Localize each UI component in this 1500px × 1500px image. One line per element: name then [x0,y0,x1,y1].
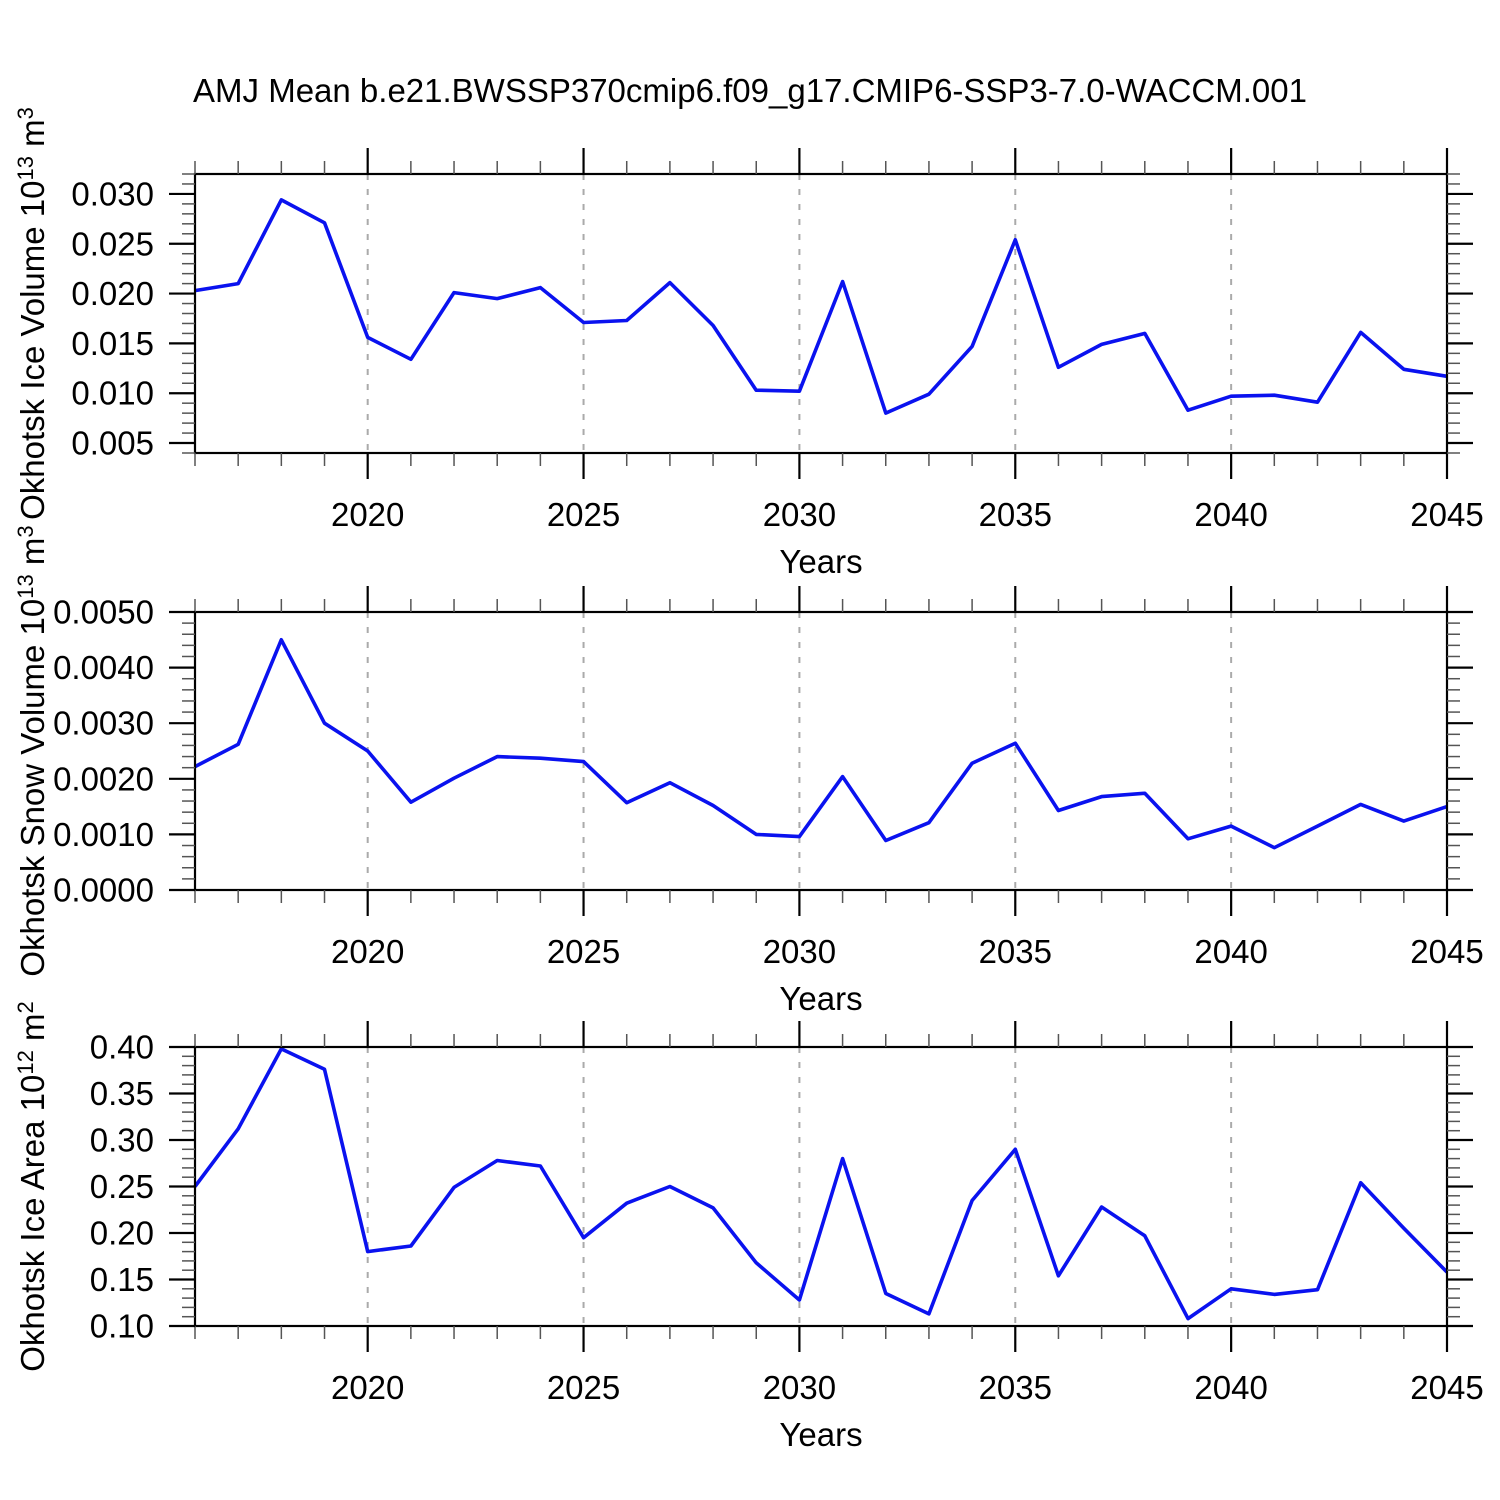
data-line-snow-volume [194,637,1448,850]
x-tick-label: 2030 [763,1369,836,1406]
x-tick-label: 2030 [763,933,836,970]
x-tick-label: 2040 [1194,933,1267,970]
y-tick-label: 0.0040 [53,649,154,686]
axis-box [193,610,1449,892]
y-axis-title: Okhotsk Ice Area 1012 m2 [13,1001,51,1372]
x-tick-label: 2025 [547,933,620,970]
y-tick-label: 0.010 [71,375,154,412]
panel-snow-volume: 0.0000 0.0010 0.0020 0.0030 0.0040 0.0050 2020… [13,525,1484,1017]
x-tick-label: 2045 [1410,1369,1483,1406]
x-tick-label: 2035 [979,933,1052,970]
x-tick-label: 2025 [547,496,620,533]
y-tick-label: 0.020 [71,275,154,312]
y-tick-label: 0.030 [71,175,154,212]
y-tick-label: 0.025 [71,225,154,262]
data-line-ice-area [193,1047,1449,1321]
y-tick-label: 0.40 [90,1029,154,1066]
x-tick-label: 2035 [979,1369,1052,1406]
y-tick-label: 0.0010 [53,816,154,853]
y-tick-label: 0.25 [90,1168,154,1205]
x-axis-title: Years [779,980,862,1017]
y-axis-title: Okhotsk Ice Volume 1013 m3 [13,107,51,520]
x-tick-label: 2020 [331,496,404,533]
x-tick-label: 2040 [1194,1369,1267,1406]
x-tick-label: 2025 [547,1369,620,1406]
x-tick-label: 2045 [1410,933,1483,970]
y-axis-title: Okhotsk Snow Volume 1013 m3 [13,525,51,976]
y-tick-label: 0.10 [90,1308,154,1345]
x-axis-title: Years [779,543,862,580]
x-tick-label: 2040 [1194,496,1267,533]
panel-ice-area: 0.10 0.15 0.20 0.25 0.30 0.35 0.40 2020 2025 2030… [13,1001,1484,1453]
y-tick-label: 0.0020 [53,760,154,797]
x-tick-label: 2030 [763,496,836,533]
y-tick-label: 0.015 [71,325,154,362]
x-tick-label: 2035 [979,496,1052,533]
y-tick-label: 0.0030 [53,705,154,742]
y-tick-label: 0.35 [90,1075,154,1112]
y-tick-label: 0.0000 [53,872,154,909]
axis-box [193,172,1449,455]
x-tick-label: 2020 [331,933,404,970]
panel-ice-volume: 0.005 0.010 0.015 0.020 0.025 0.030 2020 2025 20… [13,107,1484,580]
y-tick-label: 0.30 [90,1122,154,1159]
data-line-ice-volume [194,198,1448,415]
axis-box [193,1045,1449,1328]
y-tick-label: 0.15 [90,1261,154,1298]
y-tick-label: 0.005 [71,425,154,462]
y-tick-label: 0.20 [90,1215,154,1252]
x-tick-label: 2045 [1410,496,1483,533]
x-axis-title: Years [779,1416,862,1453]
page-title: AMJ Mean b.e21.BWSSP370cmip6.f09_g17.CMI… [193,72,1307,109]
x-tick-label: 2020 [331,1369,404,1406]
y-tick-label: 0.0050 [53,594,154,631]
